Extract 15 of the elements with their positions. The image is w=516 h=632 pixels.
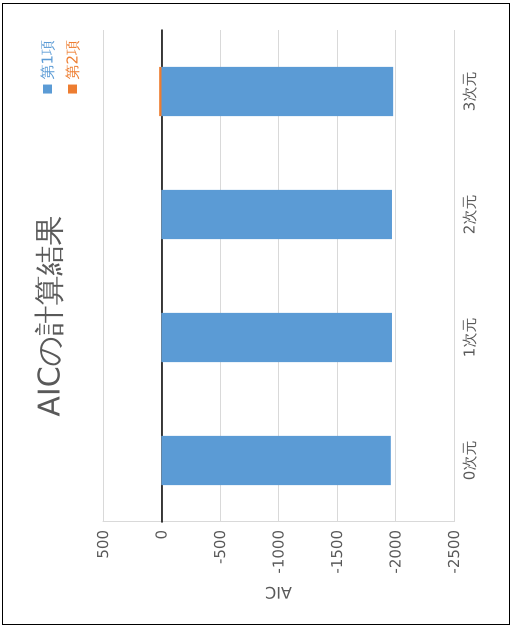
y-tick-label: 1次元 — [460, 318, 478, 358]
text: AICの計算結果 — [32, 215, 68, 417]
x-tick-label: -500 — [211, 530, 229, 564]
x-tick-label: 500 — [94, 530, 112, 559]
y-tick-label: 3次元 — [460, 72, 478, 112]
text: 第2項 — [64, 40, 82, 80]
x-tick-label: 0 — [152, 530, 170, 540]
x-tick-label: -2000 — [386, 530, 404, 574]
x-tick-label: -1500 — [328, 530, 346, 574]
x-tick-label: -1000 — [270, 530, 288, 574]
x-axis-title: AIC — [265, 582, 292, 602]
x-tick-label: -2500 — [445, 530, 463, 574]
text: 第1項 — [38, 40, 56, 80]
y-tick-label: 2次元 — [460, 194, 478, 234]
y-tick-label: 0次元 — [460, 440, 478, 480]
